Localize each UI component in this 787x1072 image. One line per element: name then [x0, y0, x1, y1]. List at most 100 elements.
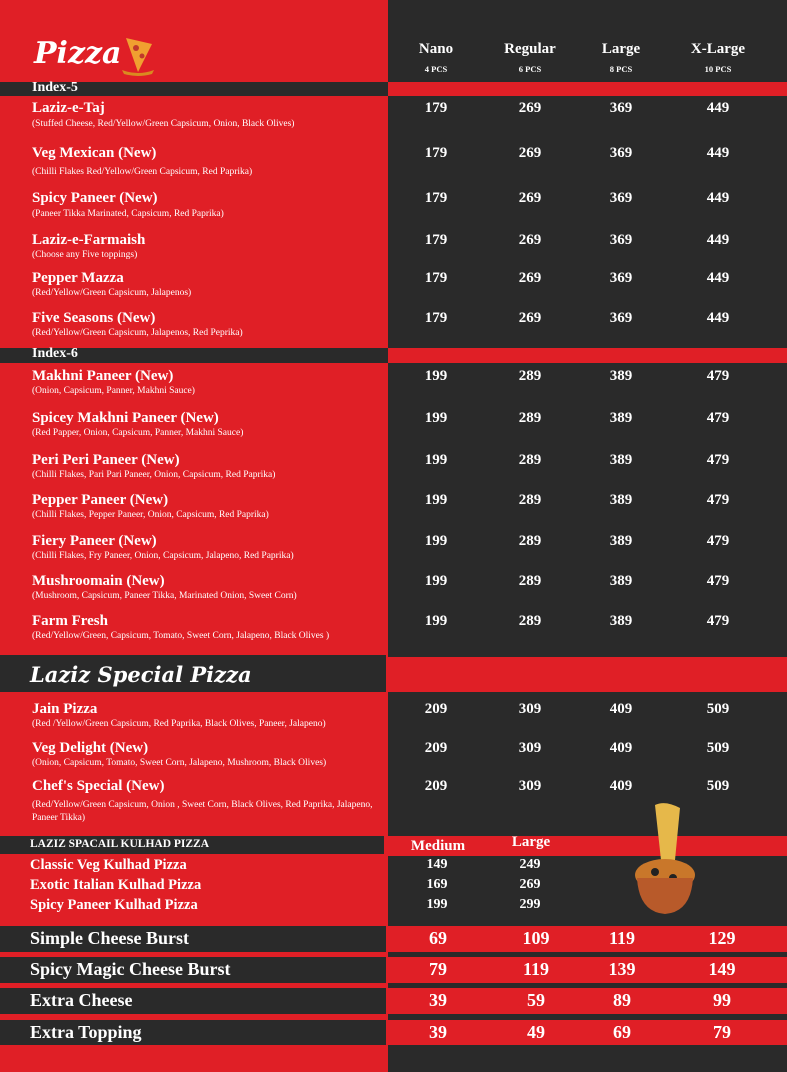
item-price: 479 [706, 368, 730, 384]
item-price: 209 [424, 740, 448, 756]
left-panel [0, 0, 388, 1072]
pizza-slice-icon [118, 30, 158, 76]
item-price: 179 [424, 145, 448, 161]
extra-price: 119 [608, 928, 635, 948]
item-price: 369 [609, 100, 633, 116]
extra-price: 99 [713, 990, 731, 1010]
item-price: 389 [609, 452, 633, 468]
item-description: (Red/Yellow/Green Capsicum, Jalapenos) [32, 288, 192, 298]
item-price: 209 [424, 778, 448, 794]
kulhad-title: LAZIZ SPACAIL KULHAD PIZZA [30, 838, 210, 850]
item-description: (Chilli Flakes, Pari Pari Paneer, Onion,… [32, 470, 276, 480]
kulhad-item-name: Classic Veg Kulhad Pizza [30, 857, 187, 873]
item-price: 509 [706, 778, 730, 794]
extra-price: 39 [429, 1022, 447, 1042]
section-bar [388, 82, 787, 96]
item-price: 389 [609, 492, 633, 508]
kulhad-item-name: Spicy Paneer Kulhad Pizza [30, 897, 198, 913]
item-price: 199 [424, 492, 448, 508]
item-description: (Chilli Flakes, Fry Paneer, Onion, Capsi… [32, 551, 294, 561]
item-price: 179 [424, 190, 448, 206]
item-price: 449 [706, 190, 730, 206]
item-price: 289 [518, 368, 542, 384]
item-name: Makhni Paneer (New) [32, 368, 174, 384]
item-description: (Mushroom, Capsicum, Paneer Tikka, Marin… [32, 591, 297, 601]
section-title: Laziz Special Pizza [30, 662, 252, 687]
extra-row-bar [388, 1020, 787, 1045]
extra-row-bar [0, 988, 386, 1014]
extra-price: 79 [429, 959, 447, 979]
item-description: (Chilli Flakes, Pepper Paneer, Onion, Ca… [32, 510, 269, 520]
extra-row-bar [388, 926, 787, 952]
item-name: Chef's Special (New) [32, 778, 165, 794]
item-price: 269 [518, 232, 542, 248]
section-bar [0, 655, 386, 692]
item-price: 509 [706, 740, 730, 756]
item-description: (Onion, Capsicum, Panner, Makhni Sauce) [32, 386, 195, 396]
item-price: 199 [424, 573, 448, 589]
extra-row-bar [388, 957, 787, 983]
extra-name: Spicy Magic Cheese Burst [30, 959, 231, 979]
item-description: (Chilli Flakes Red/Yellow/Green Capsicum… [32, 167, 253, 177]
item-price: 199 [424, 410, 448, 426]
item-name: Veg Delight (New) [32, 740, 149, 756]
item-price: 179 [424, 310, 448, 326]
item-price: 509 [706, 701, 730, 717]
item-price: 269 [518, 190, 542, 206]
size-header: X-Large [690, 41, 746, 57]
extra-price: 119 [522, 959, 549, 979]
kulhad-item-name: Exotic Italian Kulhad Pizza [30, 877, 202, 893]
item-description: (Red /Yellow/Green Capsicum, Red Paprika… [32, 719, 326, 729]
item-price: 369 [609, 310, 633, 326]
size-pieces: 6 PCS [518, 64, 542, 74]
item-name: Pepper Mazza [32, 270, 124, 286]
item-price: 269 [518, 100, 542, 116]
extra-name: Extra Cheese [30, 990, 133, 1010]
item-description: (Paneer Tikka Marinated, Capsicum, Red P… [32, 209, 224, 219]
section-title: Index-6 [32, 346, 78, 361]
item-price: 479 [706, 533, 730, 549]
size-pieces: 10 PCS [704, 64, 732, 74]
extra-price: 149 [708, 959, 736, 979]
section-title: Index-5 [32, 80, 78, 95]
kulhad-item-price: 299 [519, 897, 541, 912]
item-price: 449 [706, 270, 730, 286]
kulhad-item-price: 149 [426, 857, 448, 872]
item-name: Peri Peri Paneer (New) [32, 452, 180, 468]
item-price: 309 [518, 701, 542, 717]
extra-price: 69 [613, 1022, 631, 1042]
item-price: 479 [706, 452, 730, 468]
item-price: 289 [518, 452, 542, 468]
extra-price: 109 [522, 928, 550, 948]
item-price: 269 [518, 310, 542, 326]
item-price: 389 [609, 410, 633, 426]
extra-price: 89 [613, 990, 631, 1010]
item-price: 309 [518, 740, 542, 756]
item-price: 209 [424, 701, 448, 717]
extra-price: 139 [608, 959, 636, 979]
item-price: 389 [609, 533, 633, 549]
item-price: 199 [424, 368, 448, 384]
item-price: 449 [706, 100, 730, 116]
size-header: Nano [418, 41, 454, 57]
item-price: 369 [609, 232, 633, 248]
item-description: (Red/Yellow/Green, Capsicum, Tomato, Swe… [32, 631, 330, 641]
item-price: 289 [518, 492, 542, 508]
item-name: Laziz-e-Taj [32, 100, 105, 116]
item-price: 179 [424, 100, 448, 116]
size-header: Large [601, 41, 641, 57]
section-bar [388, 348, 787, 363]
item-description: (Red/Yellow/Green Capsicum, Onion , Swee… [32, 800, 373, 823]
item-price: 369 [609, 270, 633, 286]
extra-name: Extra Topping [30, 1022, 142, 1042]
item-price: 199 [424, 533, 448, 549]
section-bar [0, 82, 388, 96]
item-price: 369 [609, 190, 633, 206]
kulhad-item-price: 169 [426, 877, 448, 892]
item-price: 289 [518, 573, 542, 589]
item-price: 449 [706, 145, 730, 161]
extra-row-bar [0, 1020, 386, 1045]
item-description: (Red Papper, Onion, Capsicum, Panner, Ma… [32, 428, 244, 438]
item-name: Laziz-e-Farmaish [32, 232, 146, 248]
item-name: Fiery Paneer (New) [32, 533, 157, 549]
